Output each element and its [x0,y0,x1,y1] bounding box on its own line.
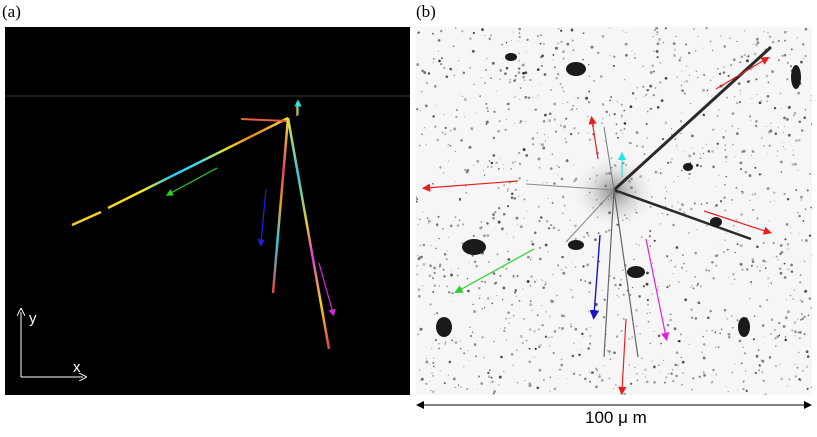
scale-bar-label: 100 μ m [585,408,647,428]
panel-a-label: (a) [2,2,21,22]
trajectory-left [108,118,288,208]
panel-b-micrograph [416,27,812,395]
trajectory-plot: y x [5,27,410,395]
trajectory-down-left [273,118,288,293]
trajectory-down-right [288,118,329,349]
micrograph-image [416,27,812,395]
panel-a-trajectories: y x [5,27,410,395]
trajectory-top-short [241,119,287,121]
trajectory-segment [72,212,101,225]
green-arrow [169,168,217,194]
blue-arrow [261,189,266,243]
x-axis-label: x [73,359,81,376]
panel-b-label: (b) [416,2,436,22]
y-axis-label: y [29,310,37,327]
